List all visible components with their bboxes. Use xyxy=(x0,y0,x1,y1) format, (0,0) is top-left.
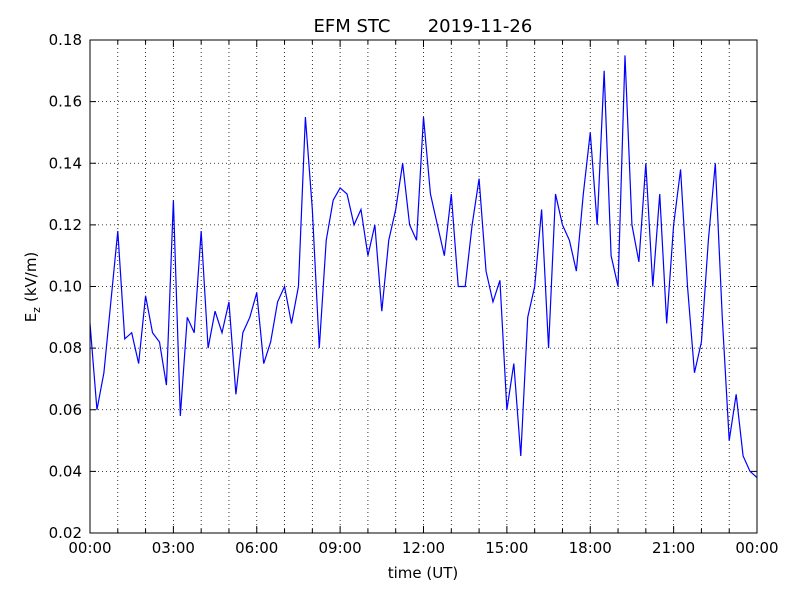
chart-title: EFM STC xyxy=(314,16,391,37)
x-tick-label: 15:00 xyxy=(485,539,528,557)
y-tick-label: 0.08 xyxy=(49,339,82,357)
y-tick-label: 0.02 xyxy=(49,524,82,542)
y-tick-label: 0.18 xyxy=(49,31,82,49)
x-tick-label: 03:00 xyxy=(152,539,195,557)
chart-date: 2019-11-26 xyxy=(428,16,533,37)
x-tick-label: 00:00 xyxy=(68,539,111,557)
y-label-unit: (kV/m) xyxy=(22,252,40,302)
y-tick-label: 0.10 xyxy=(49,278,82,296)
y-tick-label: 0.14 xyxy=(49,154,82,172)
y-tick-label: 0.06 xyxy=(49,401,82,419)
y-label-symbol: E xyxy=(22,313,40,322)
y-tick-label: 0.04 xyxy=(49,462,82,480)
x-tick-label: 21:00 xyxy=(652,539,695,557)
x-tick-label: 09:00 xyxy=(319,539,362,557)
y-tick-label: 0.16 xyxy=(49,93,82,111)
data-line xyxy=(89,55,758,478)
y-label-subscript: z xyxy=(30,307,43,313)
x-tick-label: 06:00 xyxy=(235,539,278,557)
x-tick-label: 00:00 xyxy=(735,539,778,557)
y-axis-label: Ez (kV/m) xyxy=(22,252,43,323)
x-axis-label: time (UT) xyxy=(388,564,459,582)
x-tick-label: 18:00 xyxy=(569,539,612,557)
x-tick-label: 12:00 xyxy=(402,539,445,557)
y-tick-label: 0.12 xyxy=(49,216,82,234)
plot-frame xyxy=(89,39,758,534)
